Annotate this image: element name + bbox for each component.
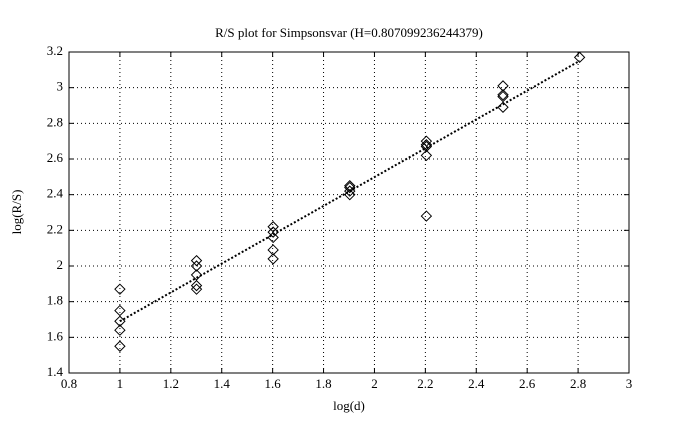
x-tick-label: 2.6 [519, 376, 536, 391]
point [344, 185, 356, 197]
point [267, 253, 279, 265]
y-tick-label: 2.4 [47, 186, 64, 201]
x-axis-label: log(d) [333, 398, 365, 413]
point [190, 254, 203, 267]
x-tick-label: 2.8 [570, 376, 586, 391]
x-tick-label: 1.6 [265, 376, 282, 391]
x-tick-label: 2.2 [417, 376, 433, 391]
point [267, 244, 279, 256]
y-tick-label: 2.2 [47, 221, 63, 236]
x-tick-label: 0.8 [61, 376, 77, 391]
point [344, 181, 356, 194]
x-tick-label: 1.2 [163, 376, 179, 391]
point [114, 340, 126, 352]
x-tick-label: 2.4 [468, 376, 485, 391]
y-tick-label: 3.2 [47, 43, 63, 58]
point [190, 283, 203, 295]
y-tick-label: 1.4 [47, 364, 64, 379]
y-tick-label: 1.8 [47, 293, 63, 308]
fit-line [119, 60, 581, 323]
plot-frame [68, 51, 630, 374]
x-tick-label: 2 [371, 376, 378, 391]
x-tick-label: 1 [117, 376, 124, 391]
y-tick-label: 2.6 [47, 150, 64, 165]
y-tick-label: 3 [57, 79, 64, 94]
y-axis-label: log(R/S) [9, 190, 24, 235]
point [497, 89, 509, 101]
point [114, 324, 126, 336]
point [190, 279, 203, 292]
x-tick-label: 1.8 [315, 376, 331, 391]
point [114, 283, 126, 295]
chart-title: R/S plot for Simpsonsvar (H=0.8070992362… [215, 25, 483, 40]
x-tick-label: 3 [626, 376, 633, 391]
point [420, 149, 433, 162]
y-tick-label: 1.6 [47, 328, 64, 343]
point [114, 315, 126, 327]
y-tick-label: 2 [57, 257, 64, 272]
y-tick-label: 2.8 [47, 114, 63, 129]
x-tick-label: 1.4 [214, 376, 231, 391]
point [267, 226, 279, 238]
point [190, 260, 203, 272]
point [420, 210, 433, 222]
point [420, 135, 433, 147]
point [573, 51, 586, 64]
